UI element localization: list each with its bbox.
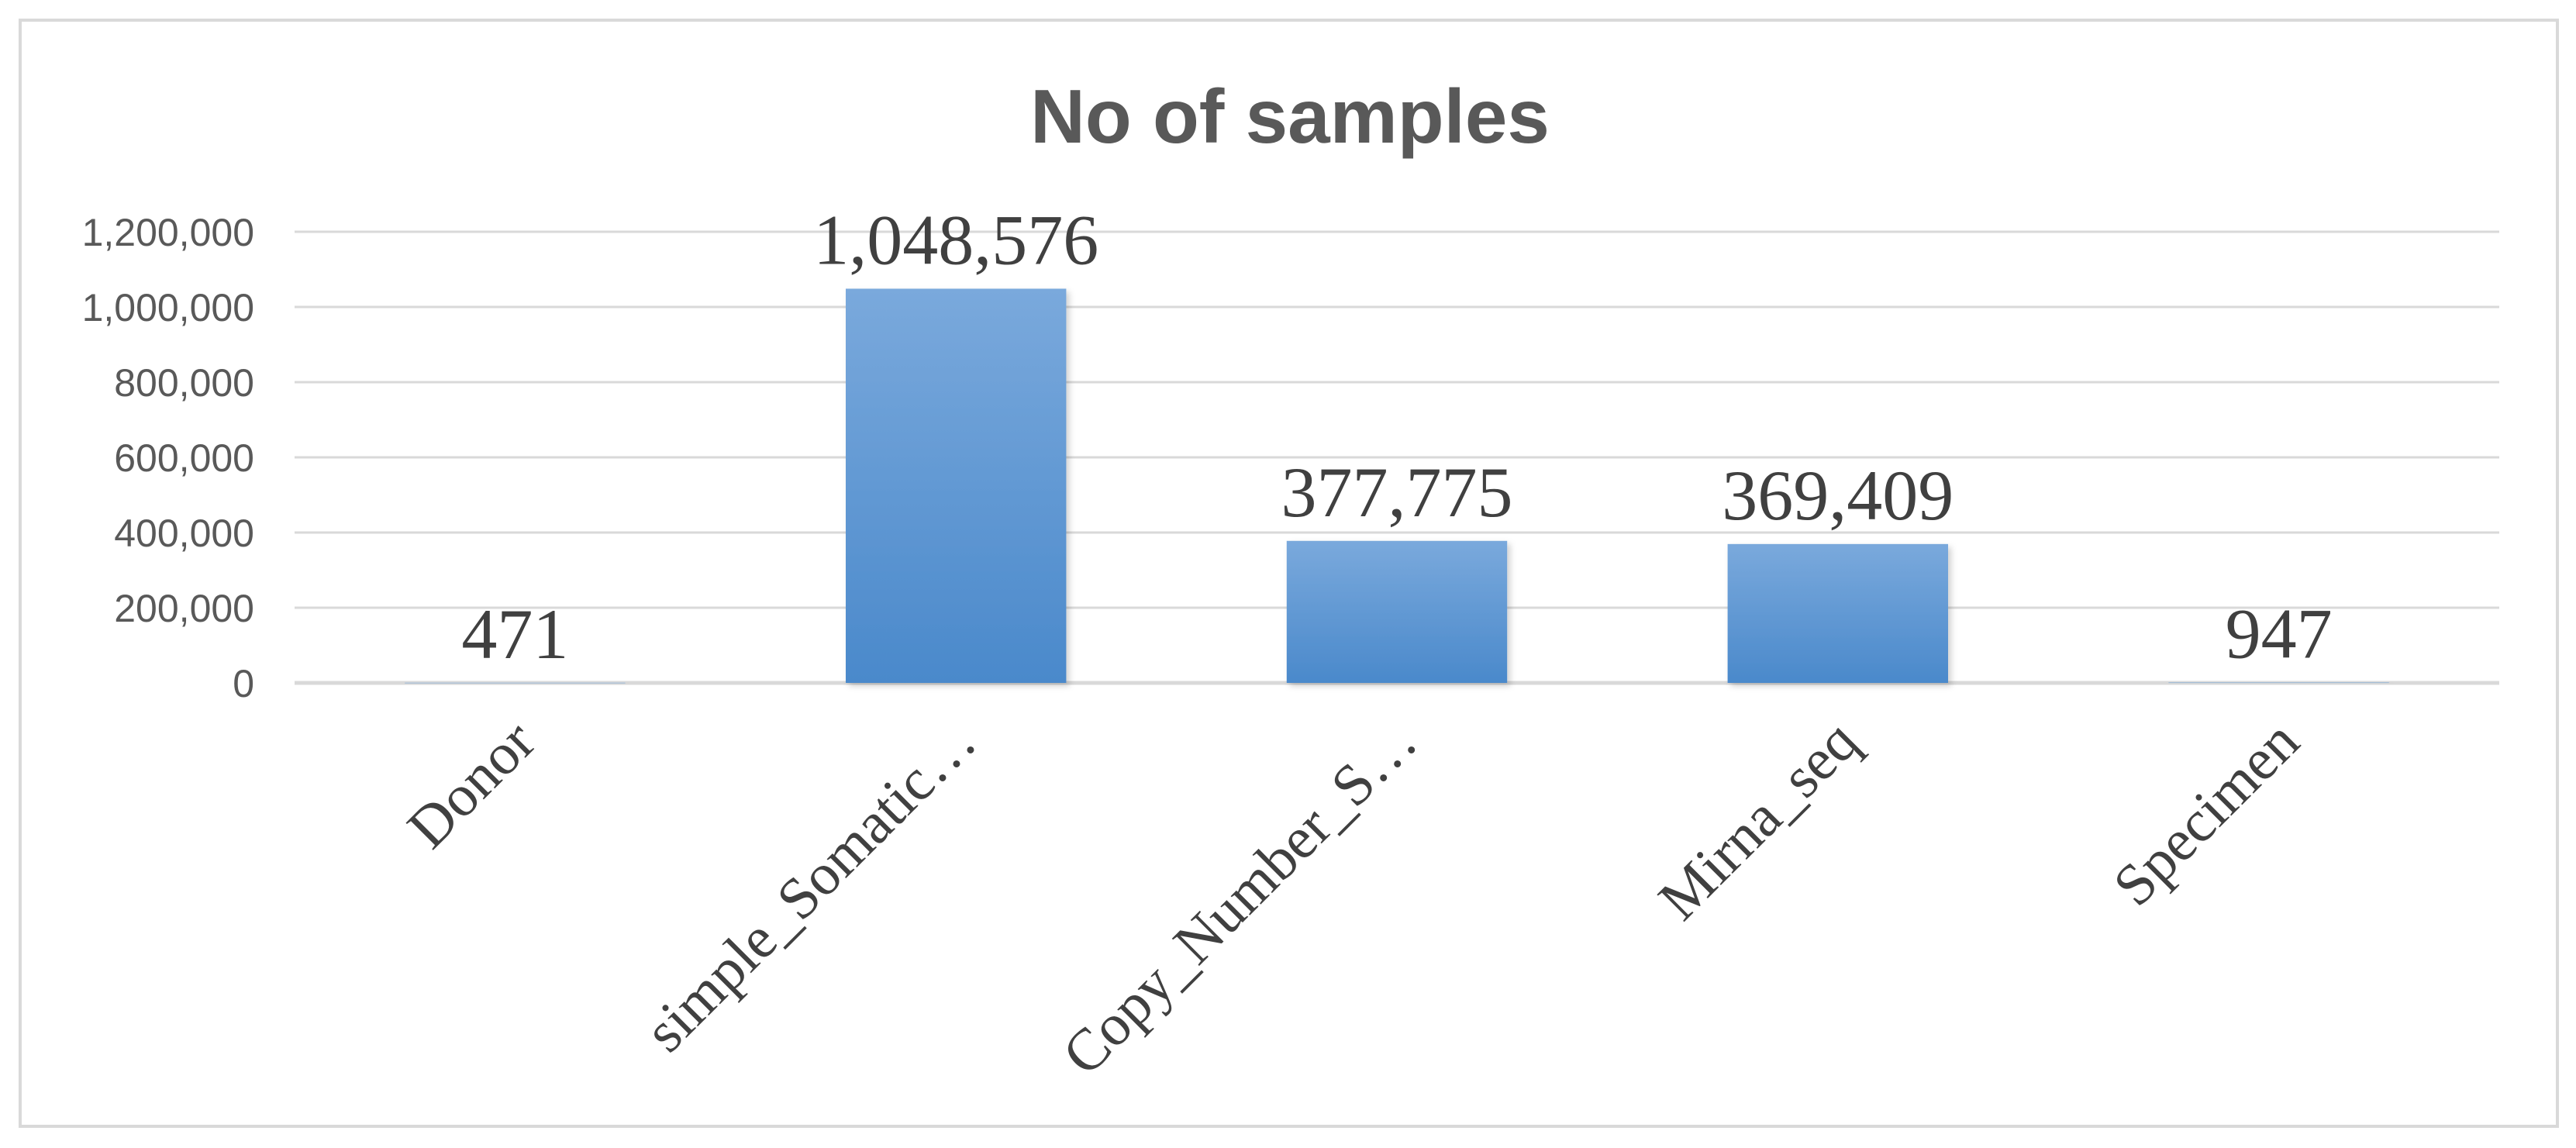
chart-frame: No of samples 0 200,000 400,000 600,000 800,… — [19, 19, 2559, 1128]
bar-donor — [405, 682, 626, 684]
x-tick-label-copy-number-s: Copy_Number_S… — [1050, 708, 1429, 1088]
y-tick-label: 600,000 — [114, 436, 254, 480]
bar-mirna-seq — [1727, 543, 1948, 683]
y-tick-label: 1,200,000 — [82, 211, 254, 254]
x-tick-label-simple-somatic: simple_Somatic… — [633, 708, 988, 1064]
x-axis-ticks: Donor simple_Somatic… Copy_Number_S… Mirna_… — [395, 708, 2312, 1088]
data-label-donor: 471 — [461, 595, 568, 674]
data-label-copy-number-s: 377,775 — [1281, 453, 1513, 532]
x-tick-label-specimen: Specimen — [2101, 708, 2311, 919]
x-tick-label-mirna-seq: Mirna_seq — [1647, 708, 1871, 933]
bar-specimen — [2168, 682, 2389, 684]
y-axis-ticks: 0 200,000 400,000 600,000 800,000 1,000,000 1,… — [82, 211, 254, 705]
y-tick-label: 0 — [233, 662, 254, 705]
data-label-mirna-seq: 369,409 — [1722, 456, 1954, 535]
bar-simple-somatic — [846, 288, 1067, 683]
data-label-specimen: 947 — [2226, 595, 2333, 674]
chart-title: No of samples — [1030, 74, 1550, 159]
y-tick-label: 1,000,000 — [82, 286, 254, 329]
gridlines — [295, 230, 2499, 685]
bars — [405, 288, 2389, 684]
y-tick-label: 400,000 — [114, 512, 254, 555]
bar-copy-number-s — [1286, 540, 1508, 683]
y-tick-label: 800,000 — [114, 361, 254, 405]
bar-chart: No of samples 0 200,000 400,000 600,000 800,… — [82, 74, 2499, 1088]
x-tick-label-donor: Donor — [395, 708, 548, 861]
data-label-simple-somatic: 1,048,576 — [813, 200, 1098, 279]
y-tick-label: 200,000 — [114, 587, 254, 630]
data-labels: 471 1,048,576 377,775 369,409 947 — [461, 200, 2332, 673]
